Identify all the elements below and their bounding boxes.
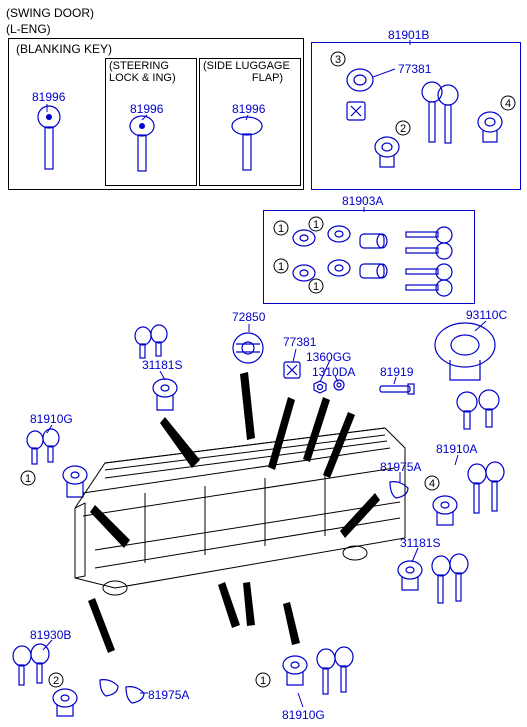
arrows-layer	[0, 0, 527, 727]
